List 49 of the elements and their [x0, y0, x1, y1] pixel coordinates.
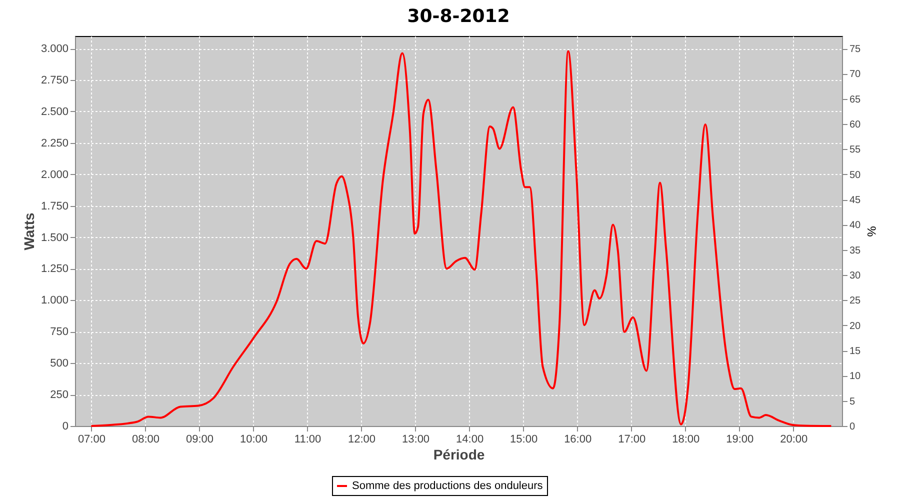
y-tick-label: 750: [50, 326, 68, 338]
x-axis-title: Période: [433, 446, 485, 462]
y2-tick-label: 50: [850, 170, 862, 181]
y2-tick-label: 40: [850, 220, 862, 232]
y2-axis-title: %: [864, 226, 879, 238]
y2-tick-label: 45: [850, 195, 862, 206]
y-tick-label: 2.000: [40, 168, 68, 181]
y-tick-label: 1.750: [40, 200, 68, 212]
x-tick-label: 10:00: [240, 434, 268, 446]
x-tick-label: 14:00: [456, 434, 484, 446]
x-tick-label: 11:00: [294, 434, 322, 446]
x-tick-label: 16:00: [564, 434, 592, 446]
y-tick-label: 3.000: [40, 43, 68, 56]
y2-tick-label: 5: [850, 396, 856, 408]
y2-tick-label: 30: [850, 270, 862, 282]
x-tick-label: 08:00: [132, 434, 160, 446]
y2-tick-label: 75: [850, 44, 862, 56]
y-tick-label: 1.500: [40, 232, 68, 244]
y2-tick-label: 35: [850, 245, 862, 256]
chart-title: 30-8-2012: [407, 6, 510, 27]
y2-tick-label: 0: [850, 422, 856, 432]
y-tick-label: 250: [50, 389, 68, 402]
y2-tick-label: 65: [850, 94, 862, 106]
y2-tick-label: 20: [850, 320, 862, 332]
x-tick-label: 13:00: [402, 434, 430, 446]
y-tick-label: 500: [50, 358, 68, 370]
legend-label: Somme des productions des onduleurs: [352, 480, 544, 492]
y2-tick-label: 70: [850, 69, 862, 80]
y-axis-title: Watts: [20, 212, 37, 250]
y2-tick-label: 60: [850, 120, 862, 131]
y-tick-label: 1.250: [40, 263, 68, 276]
y-tick-label: 2.750: [40, 74, 68, 87]
y-tick-label: 2.250: [40, 137, 68, 150]
x-tick-label: 15:00: [510, 434, 538, 446]
x-tick-label: 07:00: [78, 434, 106, 446]
x-tick-label: 09:00: [186, 434, 214, 446]
y2-tick-label: 55: [850, 144, 862, 156]
x-tick-label: 17:00: [618, 434, 646, 446]
x-tick-label: 19:00: [726, 434, 754, 446]
y-tick-label: 0: [62, 420, 68, 432]
y2-tick-label: 10: [850, 371, 862, 382]
y-tick-label: 2.500: [40, 106, 68, 118]
x-tick-label: 12:00: [348, 434, 376, 446]
y-tick-label: 1.000: [40, 294, 68, 307]
y2-tick-label: 15: [850, 346, 862, 358]
line-series: [90, 50, 832, 427]
x-tick-label: 18:00: [672, 434, 700, 446]
x-tick-label: 20:00: [780, 434, 808, 446]
y2-tick-label: 25: [850, 296, 862, 307]
